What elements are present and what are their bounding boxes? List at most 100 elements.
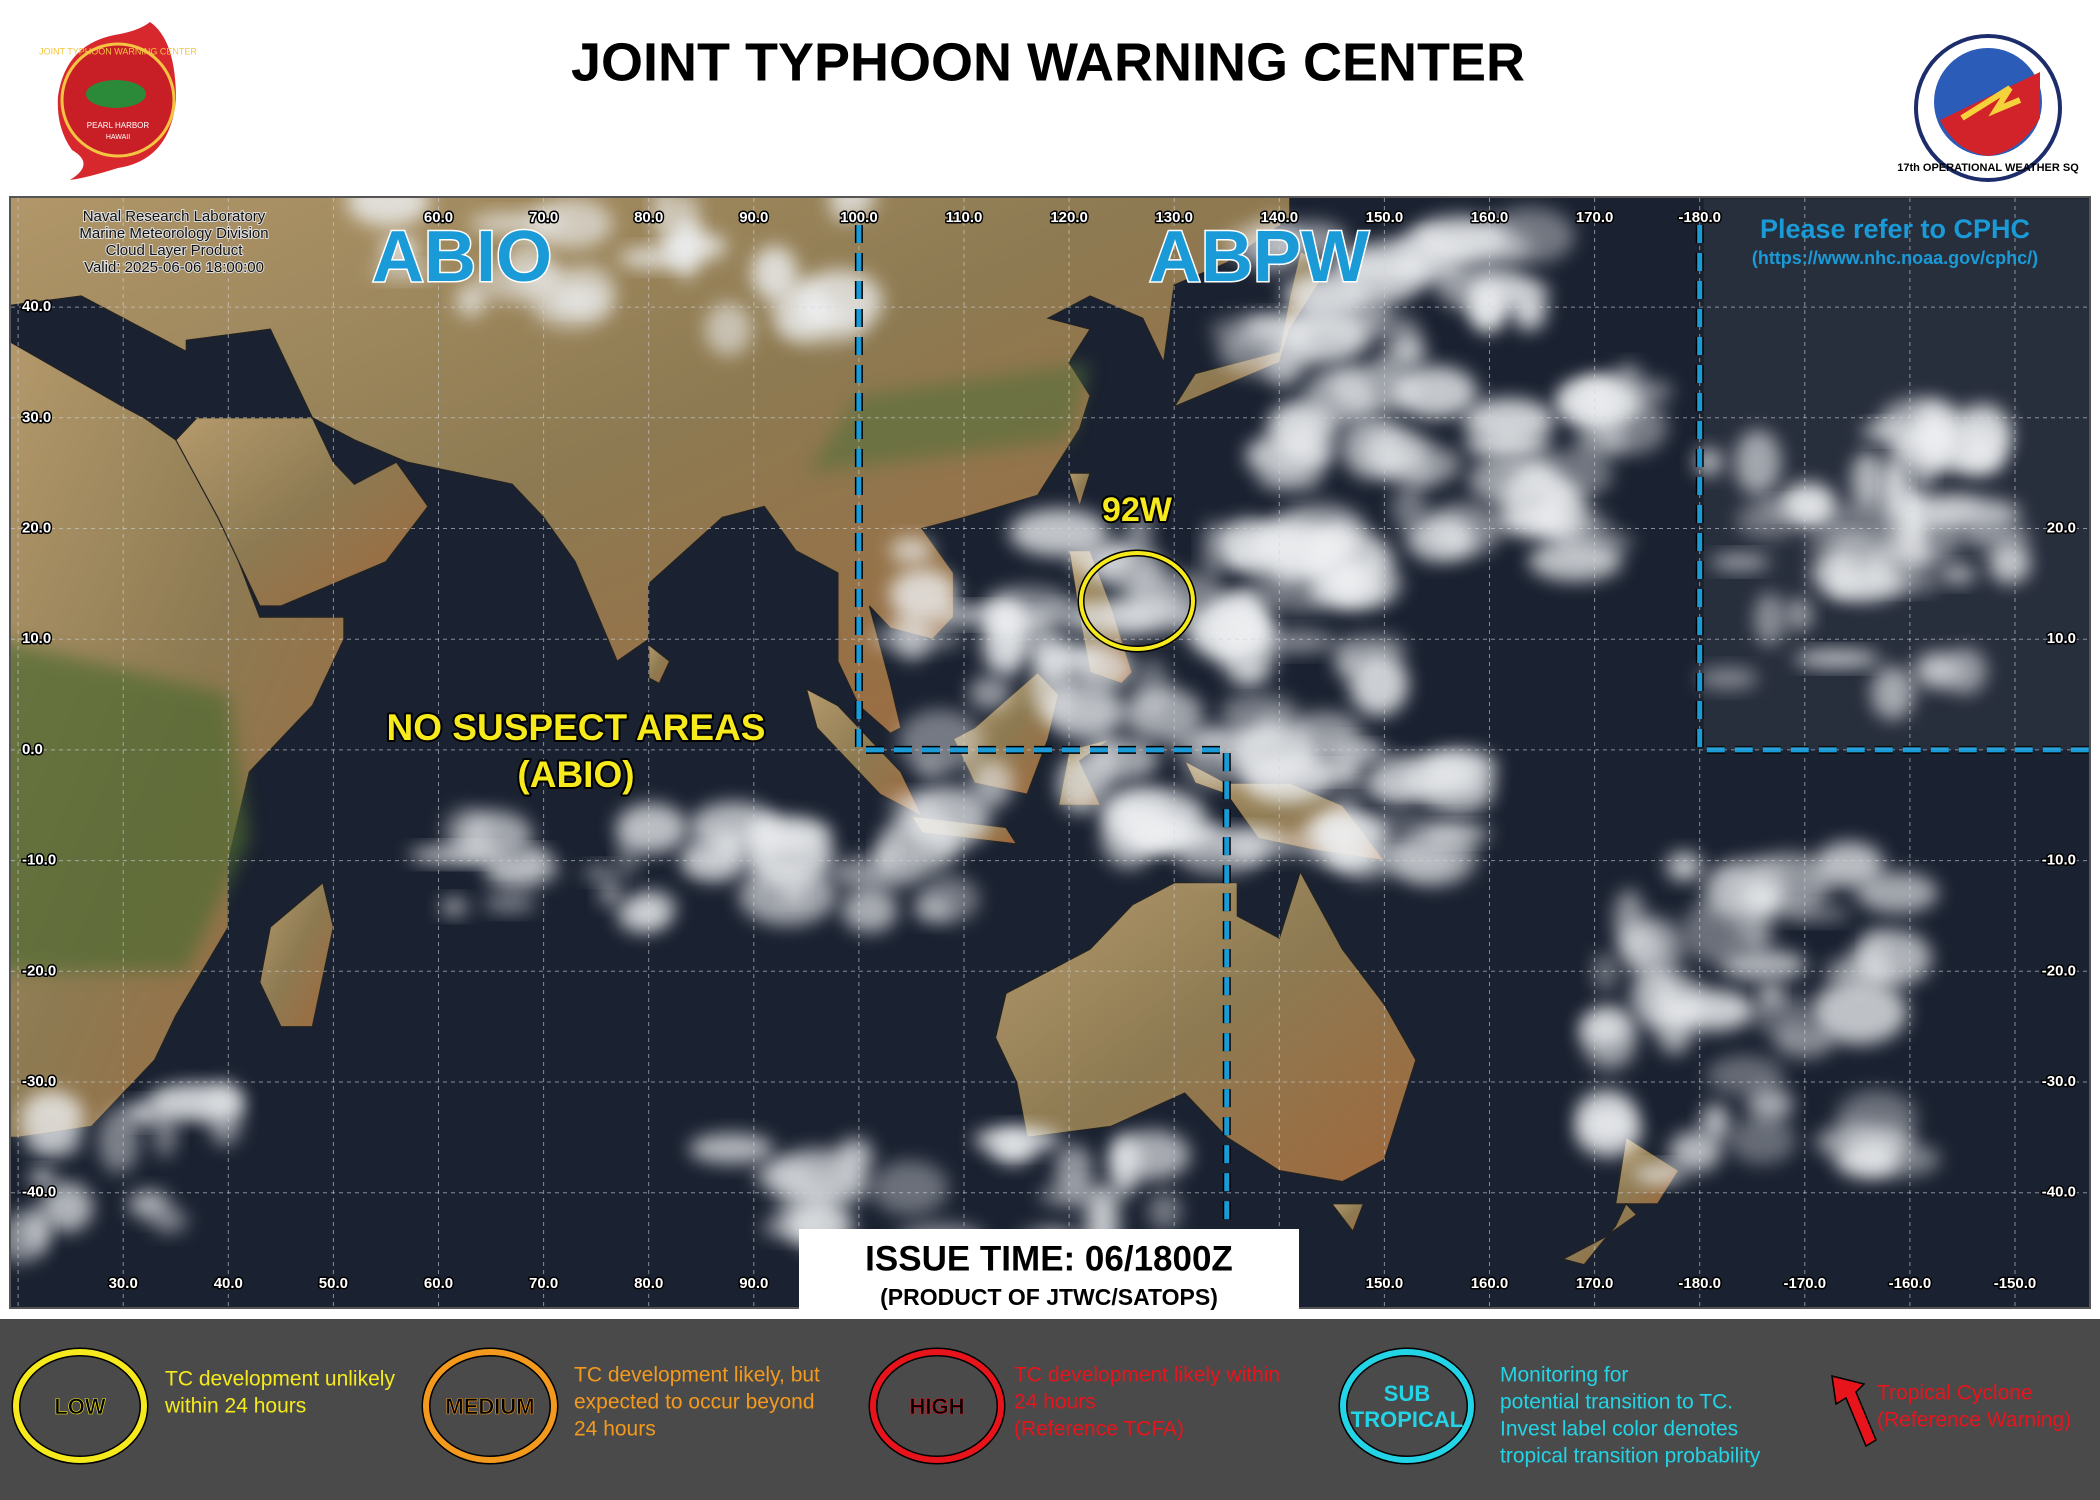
cloud — [26, 1206, 50, 1251]
source-note: Marine Meteorology Division — [79, 225, 268, 242]
cloud — [1579, 381, 1616, 426]
tick-label: 30.0 — [109, 1275, 138, 1292]
cloud — [1939, 564, 1977, 584]
source-note: Cloud Layer Product — [106, 242, 244, 259]
cloud — [1047, 678, 1121, 742]
cloud — [1575, 424, 1627, 458]
cloud — [841, 887, 898, 933]
cloud — [918, 875, 980, 923]
cloud — [1856, 871, 1939, 914]
cphc-label: Please refer to CPHC — [1760, 214, 2030, 244]
cloud — [1592, 952, 1619, 992]
tick-label: 160.0 — [1471, 209, 1509, 226]
cloud — [529, 198, 613, 249]
cloud — [1178, 837, 1264, 875]
cloud — [617, 834, 639, 879]
cloud — [1810, 545, 1893, 599]
cloud — [440, 898, 469, 916]
cloud — [1333, 251, 1423, 285]
cloud — [830, 855, 924, 891]
cloud — [483, 893, 536, 913]
cloud — [1362, 427, 1429, 475]
tick-label: -30.0 — [22, 1073, 56, 1090]
tick-label: 130.0 — [1155, 209, 1193, 226]
cloud — [1560, 386, 1584, 415]
tick-label: 160.0 — [1471, 1275, 1509, 1292]
cloud — [1367, 756, 1429, 805]
tick-label: 170.0 — [1576, 1275, 1614, 1292]
cloud — [41, 1182, 93, 1232]
logo-ring-text: JOINT TYPHOON WARNING CENTER — [39, 46, 197, 56]
cloud — [1330, 561, 1404, 606]
cloud — [898, 709, 983, 774]
cloud — [1777, 905, 1852, 923]
cloud — [488, 858, 544, 889]
legend-text: tropical transition probability — [1500, 1445, 1761, 1468]
tick-label: 10.0 — [22, 630, 51, 647]
legend-text: (Reference TCFA) — [1014, 1418, 1184, 1441]
legend-text: expected to occur beyond — [574, 1391, 815, 1414]
cloud — [455, 283, 486, 317]
cloud — [1405, 517, 1475, 563]
cloud — [1009, 508, 1109, 557]
legend-badge-label: TROPICAL — [1351, 1407, 1463, 1432]
cloud — [1950, 441, 2004, 476]
cloud — [1793, 650, 1881, 668]
issue-product: (PRODUCT OF JTWC/SATOPS) — [880, 1284, 1218, 1310]
cloud — [871, 1160, 949, 1216]
satellite-map — [11, 198, 2089, 1307]
cloud — [1437, 263, 1530, 314]
legend-text: (Reference Warning) — [1877, 1409, 2071, 1432]
cphc-url: (https://www.nhc.noaa.gov/cphc/) — [1752, 248, 2038, 268]
cloud — [617, 896, 669, 934]
cloud — [532, 262, 566, 289]
tick-label: -180.0 — [1678, 209, 1721, 226]
tick-label: 90.0 — [739, 209, 768, 226]
cloud — [1313, 529, 1338, 570]
cloud — [1870, 665, 1915, 720]
cloud — [1942, 647, 1987, 695]
cloud — [1054, 1144, 1093, 1196]
cloud — [766, 1148, 866, 1207]
cloud — [1125, 511, 1152, 549]
tick-label: 60.0 — [424, 209, 453, 226]
legend-badge-label: SUB — [1384, 1381, 1430, 1406]
cloud — [1988, 541, 2031, 584]
cloud — [783, 884, 805, 903]
legend-text: Monitoring for — [1500, 1364, 1628, 1387]
legend-text: potential transition to TC. — [1500, 1391, 1733, 1414]
source-note: Valid: 2025-06-06 18:00:00 — [84, 259, 264, 276]
cloud — [1523, 449, 1613, 500]
tick-label: 0.0 — [22, 741, 43, 758]
tick-label: -40.0 — [22, 1184, 56, 1201]
tick-label: 110.0 — [946, 209, 983, 226]
legend-text: TC development likely within — [1014, 1364, 1280, 1387]
cloud — [153, 1102, 178, 1158]
legend-badge — [1340, 1349, 1474, 1463]
cloud — [1495, 504, 1573, 537]
landmass-vegetation — [11, 642, 250, 972]
cloud — [1825, 956, 1895, 989]
legend-text: Invest label color denotes — [1500, 1418, 1738, 1441]
cloud — [868, 625, 964, 651]
cloud — [380, 235, 420, 265]
cloud — [1734, 429, 1782, 496]
cloud — [889, 568, 958, 621]
cloud — [1786, 597, 1813, 632]
cloud — [1220, 693, 1299, 732]
cloud — [1217, 325, 1317, 378]
cloud — [1701, 1103, 1730, 1142]
cloud — [828, 198, 858, 223]
cphc-shade — [1703, 199, 2089, 750]
cloud — [689, 1133, 775, 1164]
basin-boundary — [1697, 225, 2089, 753]
map-labels: 60.0 70.0 80.0 90.0 100.0 110.0 120.0 130.0 140.… — [21, 207, 2078, 1294]
cloud — [704, 302, 753, 356]
cloud — [1416, 766, 1494, 816]
cloud — [521, 848, 550, 866]
cloud — [1148, 1190, 1182, 1231]
legend-badge-label: LOW — [54, 1394, 106, 1419]
cloud — [1706, 1055, 1784, 1096]
cloud — [1412, 215, 1506, 262]
cloud — [794, 303, 841, 320]
